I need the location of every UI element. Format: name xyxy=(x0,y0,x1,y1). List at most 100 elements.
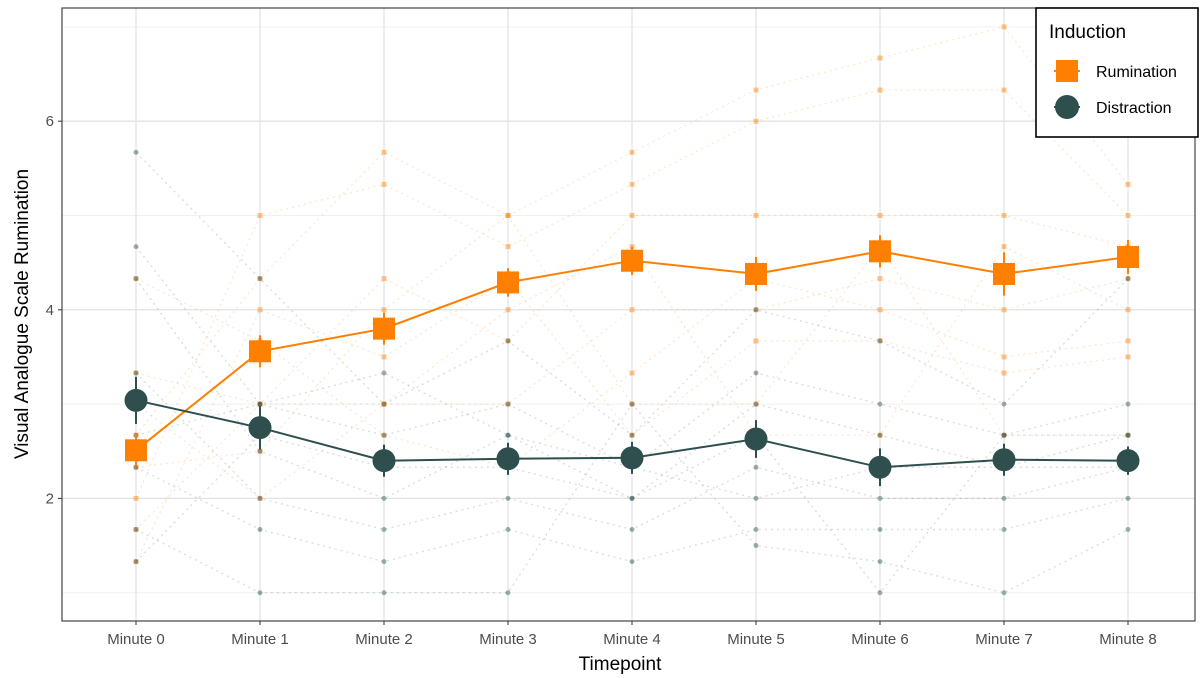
legend-item-rumination: Rumination xyxy=(1054,60,1177,82)
individual-point xyxy=(629,370,635,376)
legend-square-icon xyxy=(1056,60,1078,82)
individual-point xyxy=(505,338,511,344)
individual-point xyxy=(257,401,263,407)
individual-point xyxy=(381,432,387,438)
individual-point xyxy=(133,559,139,565)
legend-item-distraction: Distraction xyxy=(1054,95,1172,119)
individual-point xyxy=(133,464,139,470)
individual-point xyxy=(1125,495,1131,501)
panel-border xyxy=(61,7,1196,622)
panel-background xyxy=(62,8,1195,621)
individual-point xyxy=(1125,181,1131,187)
individual-point xyxy=(133,370,139,376)
individual-point xyxy=(1001,244,1007,250)
individual-point xyxy=(133,527,139,533)
individual-point xyxy=(877,212,883,218)
individual-point xyxy=(257,590,263,596)
x-tick-label: Minute 2 xyxy=(355,631,413,648)
individual-point xyxy=(629,149,635,155)
x-tick-label: Minute 5 xyxy=(727,631,785,648)
individual-point xyxy=(753,464,759,470)
data-point-square xyxy=(745,262,767,285)
individual-point xyxy=(1125,432,1131,438)
individual-point xyxy=(505,401,511,407)
individual-point xyxy=(1125,212,1131,218)
individual-point xyxy=(257,401,263,407)
individual-point xyxy=(1001,401,1007,407)
individual-point xyxy=(753,307,759,313)
individual-point xyxy=(753,543,759,549)
legend-circle-icon xyxy=(1055,95,1079,119)
individual-point xyxy=(1125,307,1131,313)
individual-point xyxy=(753,87,759,93)
individual-point xyxy=(1001,527,1007,533)
individual-point xyxy=(381,370,387,376)
individual-point xyxy=(257,495,263,501)
x-tick-label: Minute 0 xyxy=(107,631,165,648)
data-point-circle xyxy=(868,455,892,479)
individual-point xyxy=(1125,276,1131,282)
data-point-circle xyxy=(992,448,1016,472)
individual-point xyxy=(257,276,263,282)
individual-point xyxy=(629,401,635,407)
x-axis-title: Timepoint xyxy=(579,654,662,675)
individual-point xyxy=(257,212,263,218)
individual-point xyxy=(505,527,511,533)
individual-point xyxy=(753,370,759,376)
individual-point xyxy=(257,276,263,282)
individual-trajectory xyxy=(135,151,1129,437)
individual-point xyxy=(1001,432,1007,438)
individual-point xyxy=(753,118,759,124)
individual-point xyxy=(1001,432,1007,438)
individual-point xyxy=(505,495,511,501)
x-tick-label: Minute 4 xyxy=(603,631,661,648)
individual-trajectory xyxy=(135,89,1129,499)
individual-point xyxy=(257,307,263,313)
individual-point xyxy=(133,495,139,501)
individual-point xyxy=(257,448,263,454)
individual-point xyxy=(257,401,263,407)
y-axis-title: Visual Analogue Scale Rumination xyxy=(12,169,33,459)
individual-point xyxy=(133,527,139,533)
x-tick-label: Minute 8 xyxy=(1099,631,1157,648)
individual-point xyxy=(133,370,139,376)
data-point-square xyxy=(621,249,643,272)
data-point-square xyxy=(497,271,519,294)
individual-point xyxy=(381,181,387,187)
individual-point xyxy=(505,432,511,438)
x-tick-label: Minute 1 xyxy=(231,631,289,648)
individual-point xyxy=(753,495,759,501)
individual-trajectory xyxy=(135,214,1129,530)
individual-point xyxy=(257,401,263,407)
individual-point xyxy=(877,307,883,313)
individual-point xyxy=(1001,432,1007,438)
y-tick-label: 4 xyxy=(46,302,54,319)
individual-point xyxy=(877,87,883,93)
individual-point xyxy=(1001,87,1007,93)
individual-point xyxy=(381,495,387,501)
individual-point xyxy=(133,149,139,155)
individual-point xyxy=(877,338,883,344)
individual-point xyxy=(1001,590,1007,596)
individual-point xyxy=(1125,338,1131,344)
individual-point xyxy=(1001,24,1007,30)
data-point-square xyxy=(1117,245,1139,268)
legend-title: Induction xyxy=(1049,22,1126,43)
individual-point xyxy=(629,495,635,501)
individual-point xyxy=(381,432,387,438)
individual-point xyxy=(629,527,635,533)
individual-point xyxy=(753,338,759,344)
legend: Induction Rumination Distraction xyxy=(1035,7,1199,138)
data-point-square xyxy=(373,317,395,340)
individual-point xyxy=(877,276,883,282)
data-point-circle xyxy=(372,449,396,473)
individual-point xyxy=(133,559,139,565)
individual-point xyxy=(629,307,635,313)
individual-point xyxy=(877,495,883,501)
individual-point xyxy=(505,432,511,438)
individual-point xyxy=(505,307,511,313)
individual-point xyxy=(381,527,387,533)
data-point-circle xyxy=(124,388,148,412)
individual-trajectory xyxy=(135,402,1129,594)
data-point-circle xyxy=(744,427,768,451)
